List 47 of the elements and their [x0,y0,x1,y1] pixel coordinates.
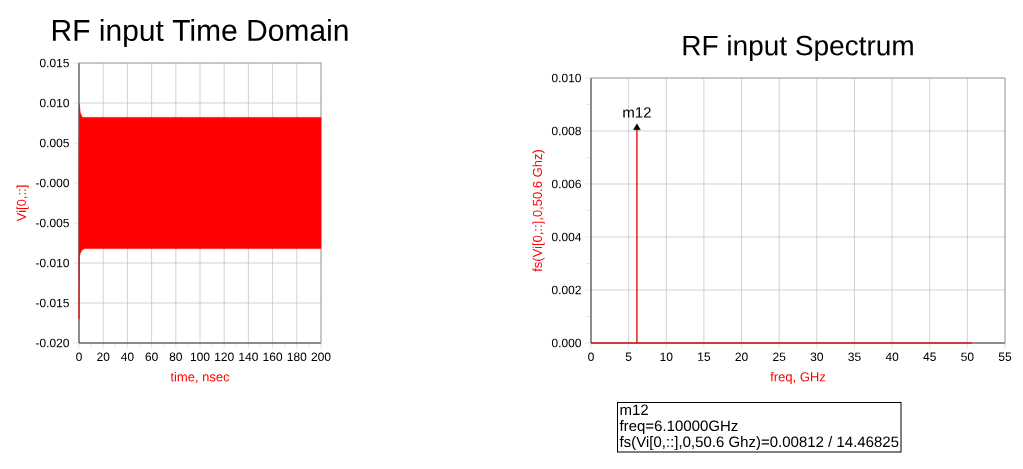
x-tick-label: 20 [97,352,110,362]
x-tick-label: 200 [311,352,331,362]
y-tick-label: 0.002 [551,285,581,295]
x-tick-label: 180 [287,352,307,362]
y-tick-label: -0.010 [35,258,69,268]
x-tick-label: 40 [121,352,134,362]
chart-title: RF input Time Domain [52,19,348,47]
x-tick-label: 10 [660,352,673,362]
y-tick-label: 0.000 [551,338,582,348]
x-tick-label: 50 [961,352,974,362]
x-axis-title: time, nsec [170,371,230,383]
annotation: m12 [623,107,651,118]
text: fs(Vi[0,::],0,50.6 Ghz)=0.00812 / 14.46825 [619,436,899,451]
x-tick-label: 100 [190,352,210,362]
x-tick-label: 80 [169,352,183,362]
chart-title: RF input Spectrum [683,34,913,62]
x-tick-label: 140 [239,352,258,362]
x-tick-label: 0 [76,352,82,362]
text: m12 [620,404,648,415]
x-tick-label: 25 [773,352,786,362]
y-tick-label: 0.015 [39,58,69,68]
y-tick-label: 0.006 [551,179,581,189]
y-tick-label: -0.000 [35,178,69,188]
x-tick-label: 30 [810,352,824,362]
x-tick-label: 35 [848,352,861,362]
y-axis-title: fs(Vi[0,::],0,50.6 Ghz) [532,150,545,272]
x-tick-label: 15 [698,352,711,361]
y-tick-label: -0.020 [35,338,69,348]
y-tick-label: -0.015 [35,298,69,308]
x-tick-label: 45 [923,352,936,361]
y-tick-label: 0.010 [551,73,582,83]
x-tick-label: 40 [885,352,899,362]
x-tick-label: 0 [588,352,594,362]
y-tick-label: 0.005 [39,138,69,148]
y-tick-label: 0.004 [551,232,582,242]
x-tick-label: 20 [735,352,748,362]
x-tick-label: 160 [263,352,283,362]
x-tick-label: 5 [625,352,632,361]
x-tick-label: 60 [145,352,158,362]
text: freq=6.10000GHz [619,420,738,435]
x-axis-title: freq, GHz [770,371,826,384]
y-tick-label: 0.010 [39,98,69,108]
x-tick-label: 120 [215,352,234,362]
x-tick-label: 55 [998,352,1012,361]
y-tick-label: 0.008 [551,126,581,136]
y-tick-label: -0.005 [35,218,69,228]
y-axis-title: Vi[0,::] [16,185,29,222]
